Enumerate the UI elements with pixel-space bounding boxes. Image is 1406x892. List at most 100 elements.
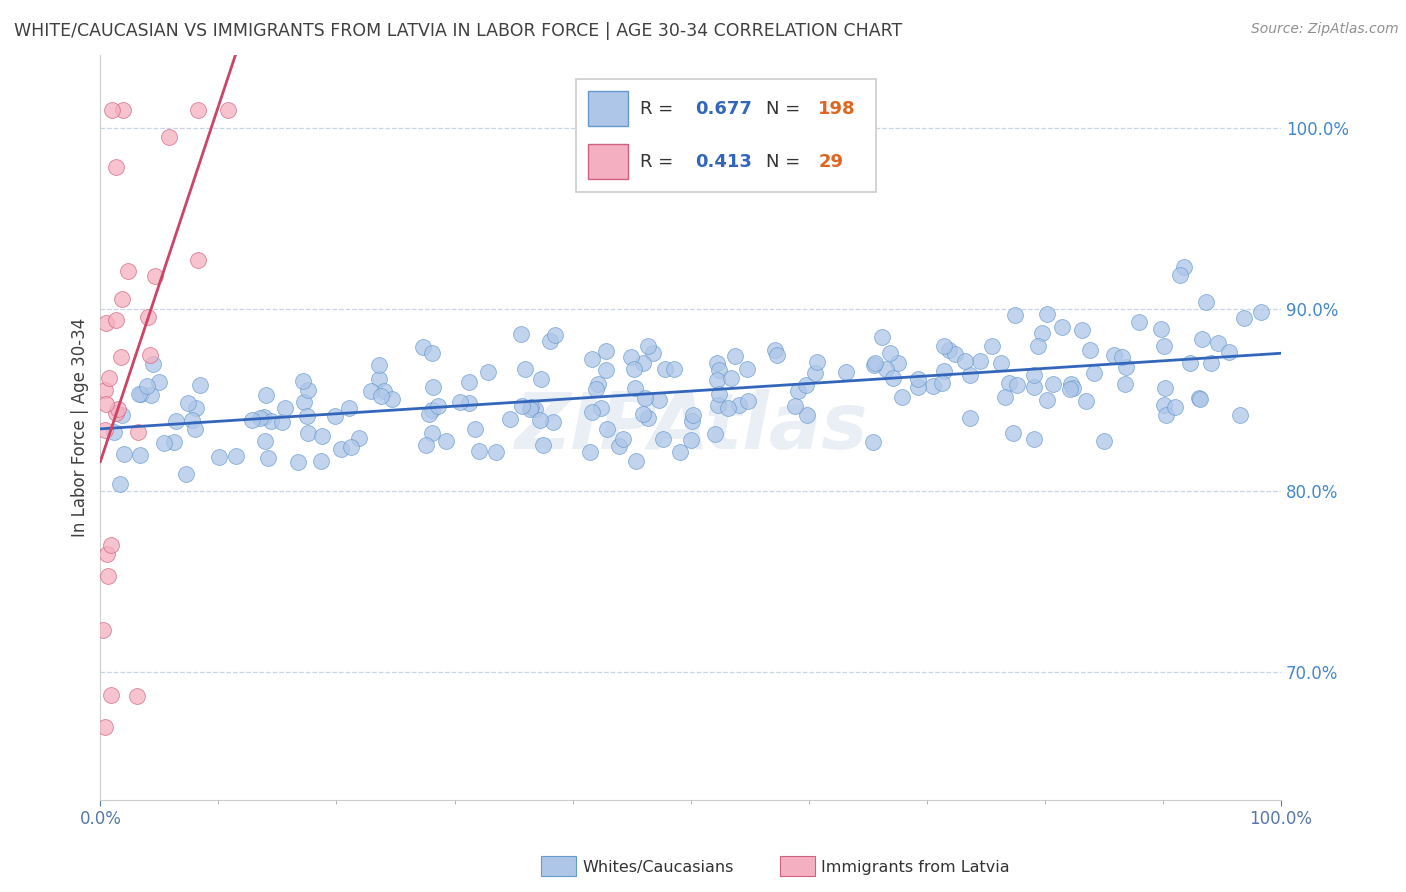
Point (709, 387, 731, 401)
Point (1036, 307, 1059, 321)
Point (136, 379, 159, 393)
Point (111, 409, 134, 423)
Point (794, 377, 817, 392)
Point (1154, 409, 1177, 423)
Point (766, 348, 789, 362)
Point (875, 362, 897, 376)
Point (724, 349, 747, 363)
Point (183, 422, 205, 436)
Point (804, 366, 827, 380)
Point (367, 372, 389, 386)
Point (162, 435, 184, 450)
Point (990, 356, 1012, 370)
Point (323, 409, 346, 424)
Point (589, 401, 612, 416)
Point (420, 345, 443, 359)
Point (96, 547, 118, 561)
Point (938, 343, 960, 358)
Point (187, 103, 209, 117)
Y-axis label: In Labor Force | Age 30-34: In Labor Force | Age 30-34 (72, 318, 89, 537)
Point (1168, 268, 1191, 282)
Point (449, 395, 471, 409)
Point (110, 476, 132, 491)
Point (157, 130, 180, 145)
Point (707, 363, 730, 377)
Point (647, 393, 669, 408)
Point (1111, 351, 1133, 365)
Point (458, 376, 481, 390)
Point (1022, 380, 1045, 394)
Point (585, 382, 607, 396)
Point (959, 410, 981, 425)
Point (519, 402, 541, 417)
Point (981, 339, 1004, 353)
Point (360, 384, 382, 398)
Point (1229, 408, 1251, 422)
Point (174, 467, 197, 481)
Point (100, 689, 122, 703)
Point (922, 379, 945, 393)
Point (1194, 295, 1216, 310)
Point (612, 432, 634, 446)
Point (295, 409, 318, 423)
Point (1128, 315, 1150, 329)
Point (579, 445, 602, 459)
Point (292, 395, 315, 409)
Point (187, 252, 209, 267)
Point (934, 363, 956, 377)
Text: ZIPAtlas: ZIPAtlas (515, 389, 868, 466)
Point (100, 538, 122, 552)
Point (907, 380, 929, 394)
Point (426, 399, 449, 413)
Point (720, 371, 742, 385)
Point (863, 356, 886, 370)
Point (609, 439, 631, 453)
Point (181, 413, 204, 427)
Point (524, 402, 547, 417)
Point (1001, 426, 1024, 441)
Point (240, 413, 263, 427)
Point (111, 292, 134, 306)
Point (530, 372, 553, 386)
Point (509, 326, 531, 341)
Point (1218, 345, 1240, 359)
Point (1153, 381, 1175, 395)
Point (254, 388, 277, 402)
Point (669, 445, 692, 459)
Point (651, 432, 673, 446)
Point (464, 422, 486, 436)
Point (835, 365, 858, 379)
Point (127, 425, 149, 439)
Point (253, 409, 276, 424)
Point (541, 415, 564, 429)
Point (544, 327, 567, 342)
Point (907, 372, 929, 386)
Point (969, 353, 991, 368)
Point (679, 433, 702, 447)
Point (412, 340, 434, 354)
Point (1059, 382, 1081, 396)
Point (1078, 343, 1101, 358)
Point (943, 347, 966, 361)
Text: WHITE/CAUCASIAN VS IMMIGRANTS FROM LATVIA IN LABOR FORCE | AGE 30-34 CORRELATION: WHITE/CAUCASIAN VS IMMIGRANTS FROM LATVI… (14, 22, 903, 40)
Point (434, 434, 457, 449)
Point (484, 445, 506, 459)
Point (1042, 377, 1064, 392)
Point (1191, 332, 1213, 346)
Point (136, 310, 159, 325)
Point (165, 414, 187, 428)
Point (105, 313, 128, 327)
Text: Source: ZipAtlas.com: Source: ZipAtlas.com (1251, 22, 1399, 37)
Point (953, 354, 976, 368)
Point (148, 375, 170, 389)
Point (519, 400, 541, 414)
Point (415, 438, 437, 452)
Point (458, 396, 481, 410)
Point (125, 689, 148, 703)
Point (785, 399, 807, 413)
Point (682, 408, 704, 422)
Point (681, 414, 703, 428)
Point (217, 103, 239, 117)
Point (1178, 356, 1201, 370)
Point (291, 375, 314, 389)
